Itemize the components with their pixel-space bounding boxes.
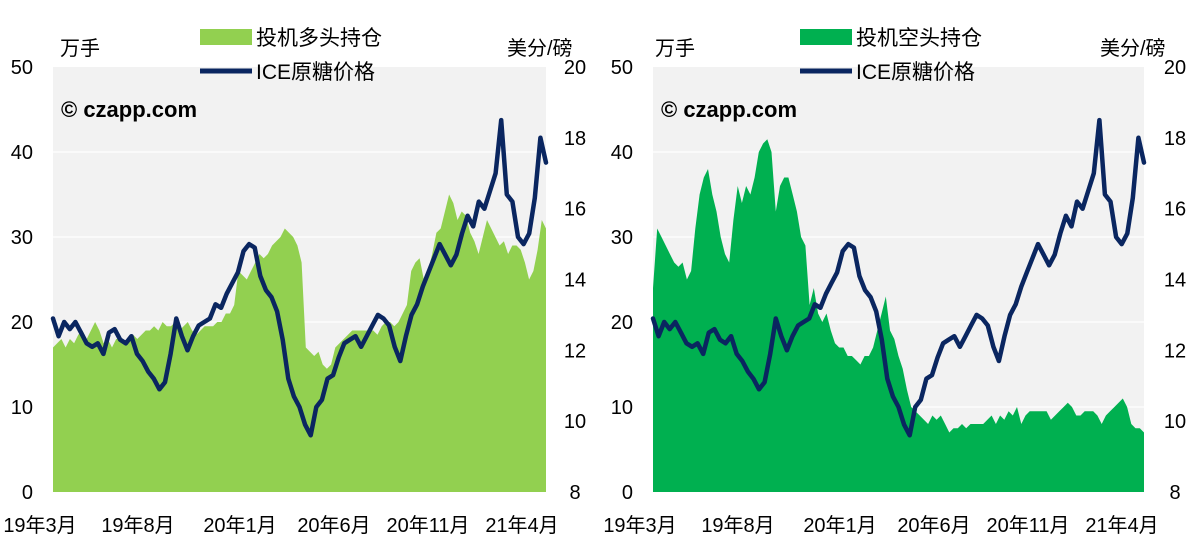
- left-tick-label: 30: [611, 227, 633, 249]
- left-tick-label: 20: [11, 312, 33, 334]
- right-tick-label: 20: [1164, 57, 1186, 79]
- left-tick-label: 0: [22, 482, 33, 504]
- right-tick-label: 14: [1164, 270, 1186, 292]
- x-tick-label: 21年4月: [485, 514, 558, 537]
- x-tick-label: 21年4月: [1085, 514, 1158, 537]
- short-positions-chart: 0 10 20 30 40 50 8 10 12 14 16 18 20 万手 美分/磅 投机空头持仓 ICE原…: [603, 27, 1186, 537]
- legend-swatch-area: [800, 29, 852, 45]
- x-tick-label: 19年8月: [701, 514, 774, 537]
- legend-label-line: ICE原糖价格: [256, 61, 375, 84]
- x-tick-label: 19年3月: [603, 514, 676, 537]
- legend-label-area: 投机多头持仓: [256, 27, 382, 50]
- price-line: [650, 117, 1147, 438]
- x-tick-label: 20年6月: [297, 514, 370, 537]
- left-tick-label: 50: [11, 57, 33, 79]
- left-tick-label: 20: [611, 312, 633, 334]
- right-tick-label: 10: [564, 411, 586, 433]
- long-positions-chart: 0 10 20 30 40 50 8 10 12 14 16 18 20 万手 美分/磅 投机多头持仓 ICE原…: [3, 27, 586, 537]
- right-tick-label: 8: [1169, 482, 1180, 504]
- x-tick-label: 19年8月: [101, 514, 174, 537]
- right-tick-label: 18: [564, 128, 586, 150]
- left-tick-label: 0: [622, 482, 633, 504]
- left-axis-unit: 万手: [60, 37, 100, 60]
- right-tick-label: 18: [1164, 128, 1186, 150]
- legend-swatch-area: [200, 29, 252, 45]
- x-tick-label: 20年1月: [803, 514, 876, 537]
- left-tick-label: 10: [611, 397, 633, 419]
- watermark: © czapp.com: [61, 97, 197, 122]
- x-tick-label: 19年3月: [3, 514, 76, 537]
- right-axis-unit: 美分/磅: [1100, 37, 1166, 60]
- right-tick-label: 20: [564, 57, 586, 79]
- area-series-long: [53, 194, 546, 492]
- x-tick-label: 20年11月: [986, 514, 1069, 537]
- right-tick-label: 10: [1164, 411, 1186, 433]
- legend-label-area: 投机空头持仓: [856, 27, 982, 50]
- x-tick-label: 20年6月: [897, 514, 970, 537]
- watermark: © czapp.com: [661, 97, 797, 122]
- right-axis-unit: 美分/磅: [507, 37, 573, 60]
- right-tick-label: 16: [564, 199, 586, 221]
- left-tick-label: 10: [11, 397, 33, 419]
- right-tick-label: 16: [1164, 199, 1186, 221]
- right-tick-label: 14: [564, 270, 586, 292]
- left-axis-unit: 万手: [655, 37, 695, 60]
- area-series-short: [653, 139, 1144, 493]
- price-line: [50, 117, 549, 438]
- right-tick-label: 12: [564, 340, 586, 362]
- left-tick-label: 40: [611, 142, 633, 164]
- left-tick-label: 30: [11, 227, 33, 249]
- legend-label-line: ICE原糖价格: [856, 61, 975, 84]
- left-tick-label: 50: [611, 57, 633, 79]
- right-tick-label: 8: [569, 482, 580, 504]
- left-tick-label: 40: [11, 142, 33, 164]
- right-tick-label: 12: [1164, 340, 1186, 362]
- x-tick-label: 20年11月: [386, 514, 469, 537]
- x-tick-label: 20年1月: [203, 514, 276, 537]
